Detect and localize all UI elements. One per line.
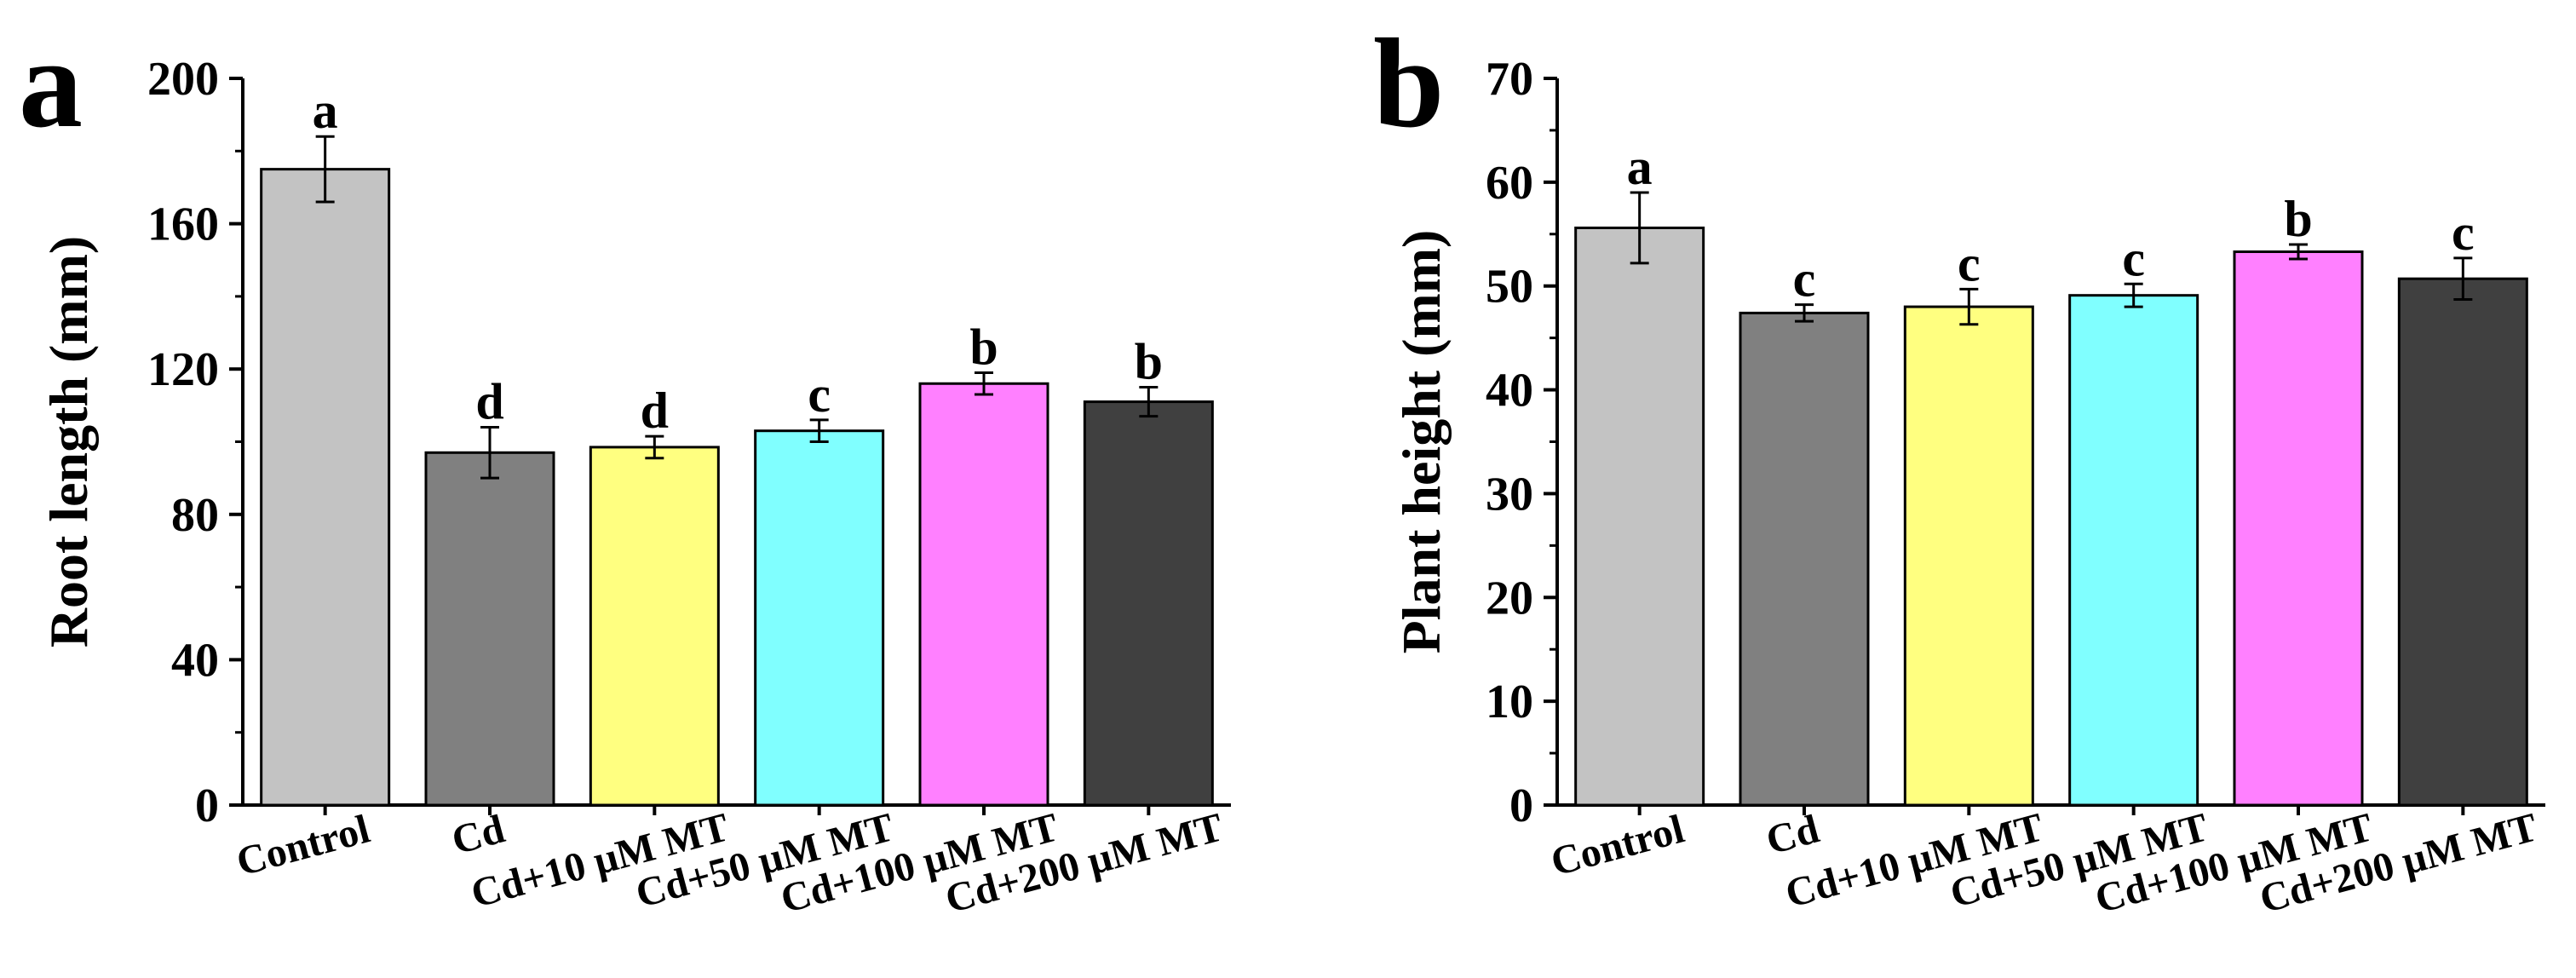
y-tick-label: 20	[1486, 572, 1533, 624]
x-category-label: Cd	[447, 806, 509, 863]
y-axis-title: Plant height (mm)	[1391, 230, 1452, 654]
bar-1	[260, 168, 391, 807]
y-tick-label: 200	[147, 53, 219, 106]
bar-4	[2068, 294, 2199, 807]
significance-label: c	[2122, 230, 2145, 286]
significance-label: c	[2452, 204, 2475, 261]
significance-label: d	[641, 383, 669, 439]
significance-label: a	[313, 83, 338, 139]
y-tick-label: 10	[1486, 676, 1533, 728]
significance-label: d	[475, 373, 503, 429]
chart-panel-b: b Plant height (mm) 0 10 20 30 40 50 60 70 a Contro…	[1373, 13, 2545, 922]
bar-5	[918, 382, 1049, 807]
y-tick-label: 50	[1486, 261, 1533, 314]
y-tick-label: 80	[171, 489, 219, 542]
y-tick-label: 30	[1486, 468, 1533, 521]
panel-letter: a	[19, 13, 83, 154]
y-tick-label: 0	[1509, 780, 1533, 832]
bar-3	[1903, 305, 2034, 807]
bar-6	[1083, 400, 1214, 807]
bar-4	[754, 429, 885, 807]
bar-2	[1739, 311, 1870, 807]
x-category-label: Cd	[1762, 806, 1824, 863]
bar-2	[424, 451, 555, 807]
bar-3	[589, 446, 720, 807]
y-tick-label: 120	[147, 343, 219, 396]
panel-letter: b	[1373, 13, 1444, 154]
significance-label: b	[2284, 191, 2312, 247]
y-tick-label: 40	[171, 634, 219, 687]
significance-label: a	[1627, 139, 1653, 195]
chart-panel-a: a Root length (mm) 0 40 80 120 160 200 a Control d…	[19, 13, 1231, 922]
y-tick-label: 60	[1486, 157, 1533, 210]
y-tick-label: 160	[147, 198, 219, 251]
significance-label: c	[808, 366, 831, 423]
bar-5	[2233, 250, 2364, 807]
significance-label: c	[1793, 251, 1816, 308]
bar-1	[1574, 226, 1705, 807]
x-category-label: Control	[1546, 806, 1688, 884]
y-tick-label: 40	[1486, 365, 1533, 417]
y-axis-title: Root length (mm)	[38, 236, 99, 647]
bar-6	[2397, 277, 2528, 807]
significance-label: c	[1958, 235, 1981, 291]
x-category-label: Control	[232, 806, 374, 884]
y-tick-label: 70	[1486, 53, 1533, 106]
significance-label: b	[1135, 334, 1163, 390]
significance-label: b	[969, 319, 998, 375]
y-tick-label: 0	[195, 780, 219, 832]
